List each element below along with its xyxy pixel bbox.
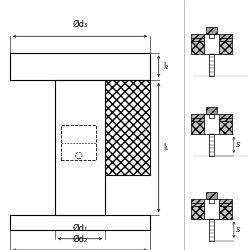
Bar: [219, 34, 232, 38]
Bar: [219, 202, 232, 206]
Bar: [219, 38, 232, 41]
Bar: [204, 114, 219, 134]
Bar: [191, 41, 204, 54]
Bar: [219, 114, 232, 117]
Bar: [206, 108, 217, 114]
Bar: [191, 118, 204, 121]
Circle shape: [76, 152, 82, 159]
Bar: [191, 206, 204, 219]
Text: Ød₂: Ød₂: [72, 235, 88, 244]
Text: Ød₃: Ød₃: [72, 20, 88, 29]
Bar: [191, 121, 204, 134]
Bar: [219, 199, 232, 202]
Bar: [209, 114, 214, 117]
Bar: [206, 192, 217, 199]
Bar: [219, 206, 232, 219]
Bar: [209, 34, 214, 38]
Text: Ød₁: Ød₁: [72, 224, 88, 232]
Bar: [105, 80, 150, 175]
Bar: [219, 41, 232, 54]
Bar: [61, 125, 96, 160]
Text: l₁: l₁: [163, 143, 168, 152]
Bar: [209, 54, 214, 76]
Bar: [191, 199, 204, 202]
Bar: [206, 28, 217, 34]
Bar: [209, 199, 214, 202]
Bar: [209, 219, 214, 241]
Bar: [191, 34, 204, 38]
Bar: [209, 134, 214, 156]
Bar: [191, 114, 204, 117]
Text: S: S: [236, 227, 241, 233]
Bar: [219, 121, 232, 134]
Bar: [10, 52, 150, 80]
Bar: [204, 34, 219, 54]
Text: S: S: [236, 142, 241, 148]
Text: l₂: l₂: [163, 62, 168, 71]
Bar: [55, 80, 105, 215]
Bar: [204, 199, 219, 219]
Bar: [10, 215, 150, 230]
Bar: [191, 202, 204, 206]
Bar: [219, 118, 232, 121]
Bar: [191, 38, 204, 41]
